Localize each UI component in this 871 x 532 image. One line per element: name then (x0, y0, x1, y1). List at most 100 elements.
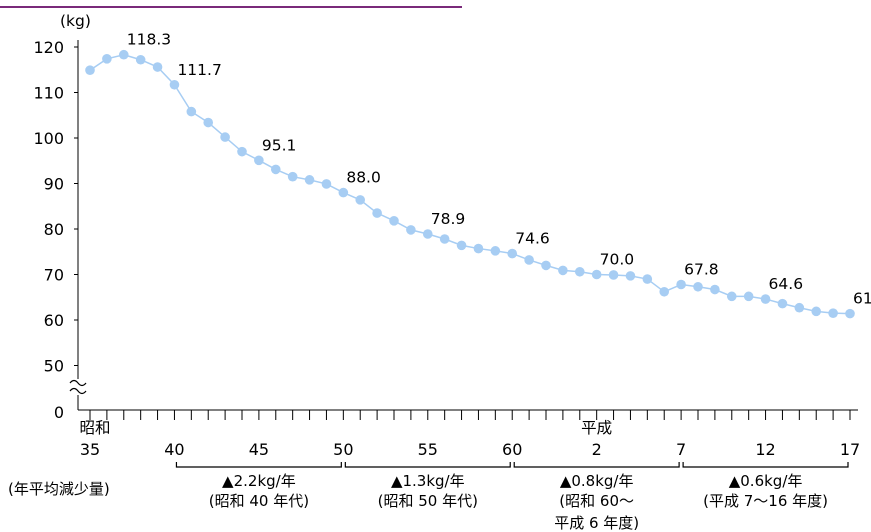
data-point (710, 284, 720, 295)
data-label: 61.4 (853, 290, 871, 308)
bracket-period: 平成 6 年度) (554, 514, 639, 532)
y-tick-label: 0 (54, 403, 64, 422)
x-tick-label: 60 (502, 440, 522, 459)
bracket-rate: ▲2.2kg/年 (222, 472, 296, 490)
data-point (845, 308, 855, 319)
data-point (389, 216, 399, 226)
data-point (760, 294, 771, 304)
data-point (507, 248, 518, 259)
data-label: 67.8 (684, 261, 719, 279)
bracket-period: (平成 7〜16 年度) (703, 492, 828, 510)
data-point (490, 246, 501, 256)
data-point (406, 225, 416, 235)
data-point (85, 65, 95, 76)
brackets-layer: (年平均減少量) ▲2.2kg/年 (昭和 40 年代) ▲1.3kg/年 (昭和 50… (8, 462, 849, 532)
y-tick-label: 60 (44, 311, 64, 330)
y-tick-label: 120 (33, 38, 64, 57)
data-point (135, 54, 146, 65)
x-tick-label: 50 (333, 440, 353, 459)
bracket-rate: ▲0.8kg/年 (560, 472, 634, 490)
y-tick-label: 50 (44, 357, 64, 376)
axis-break-mark (68, 379, 88, 395)
x-tick-label: 35 (80, 440, 100, 459)
data-point (254, 155, 264, 166)
data-point (608, 270, 619, 280)
data-point (304, 175, 315, 185)
data-point (659, 286, 670, 297)
x-tick-label: 45 (249, 440, 269, 459)
data-point (473, 243, 484, 254)
x-tick-label: 17 (840, 440, 860, 459)
decrease-caption: (年平均減少量) (8, 480, 110, 498)
decrease-bracket: ▲0.6kg/年 (平成 7〜16 年度) (682, 462, 849, 510)
y-tick-label: 70 (44, 266, 64, 285)
data-point (541, 260, 551, 271)
data-point (169, 79, 180, 90)
decrease-bracket: ▲2.2kg/年 (昭和 40 年代) (175, 462, 342, 510)
y-tick-label: 100 (33, 129, 64, 148)
decrease-bracket: ▲1.3kg/年 (昭和 50 年代) (344, 462, 511, 510)
series-line (89, 53, 851, 315)
data-point (726, 291, 737, 302)
data-label: 70.0 (600, 251, 635, 269)
data-label: 78.9 (431, 210, 466, 228)
data-label: 74.6 (515, 230, 550, 248)
data-label: 64.6 (769, 275, 804, 293)
data-label: 88.0 (346, 169, 381, 187)
data-point (355, 195, 366, 205)
data-point (811, 306, 822, 317)
data-point (625, 271, 636, 281)
y-tick-label: 110 (33, 84, 64, 103)
bracket-period: (昭和 40 年代) (209, 492, 309, 510)
data-point (693, 281, 703, 292)
data-label: 111.7 (177, 61, 221, 79)
y-tick-label: 90 (44, 175, 64, 194)
series-layer (85, 49, 855, 319)
x-tick-label: 40 (164, 440, 184, 459)
bracket-line (682, 462, 849, 468)
data-point (828, 308, 838, 318)
x-tick-label: 7 (676, 440, 686, 459)
bracket-line (175, 462, 342, 468)
data-point (220, 132, 230, 142)
x-tick-label: 2 (592, 440, 602, 459)
data-point (237, 146, 247, 157)
x-tick-label: 55 (418, 440, 438, 459)
data-label: 95.1 (262, 136, 297, 154)
era-label: 昭和 (79, 419, 110, 437)
bracket-line (344, 462, 511, 468)
data-point (794, 302, 805, 313)
data-point (642, 274, 653, 284)
data-point (270, 164, 281, 175)
data-point (186, 106, 197, 117)
data-point (558, 265, 568, 276)
bracket-rate: ▲1.3kg/年 (391, 472, 465, 490)
data-point (439, 234, 450, 244)
data-label: 118.3 (127, 31, 171, 49)
data-point (591, 269, 602, 280)
data-point (422, 229, 433, 239)
x-ticks: 昭和 平成 35 40 45 50 55 60 2 7 12 17 (79, 410, 860, 459)
data-point (743, 291, 754, 302)
y-tick-label: 80 (44, 220, 64, 239)
data-point (321, 179, 332, 189)
bracket-period: (昭和 50 年代) (378, 492, 478, 510)
x-tick-label: 12 (755, 440, 775, 459)
bracket-period: (昭和 60〜 (559, 492, 634, 510)
era-label: 平成 (581, 419, 612, 437)
y-unit-label: (kg) (60, 12, 91, 30)
data-point (102, 54, 112, 64)
data-point (152, 62, 163, 72)
data-point (574, 266, 585, 277)
data-point (777, 298, 788, 309)
bracket-line (513, 462, 680, 468)
data-point (524, 255, 534, 265)
data-point (118, 49, 129, 60)
labels-layer: 118.3 111.7 95.1 88.0 78.9 74.6 70.0 67.8 64.6 61… (127, 31, 871, 308)
data-point (203, 117, 214, 128)
bracket-rate: ▲0.6kg/年 (729, 472, 803, 490)
data-point (456, 240, 467, 251)
data-point (676, 279, 686, 290)
data-point (338, 187, 349, 198)
